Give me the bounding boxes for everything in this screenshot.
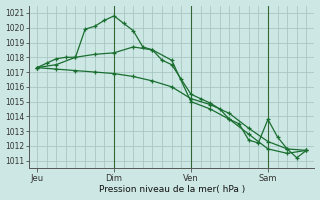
X-axis label: Pression niveau de la mer( hPa ): Pression niveau de la mer( hPa ): [99, 185, 245, 194]
